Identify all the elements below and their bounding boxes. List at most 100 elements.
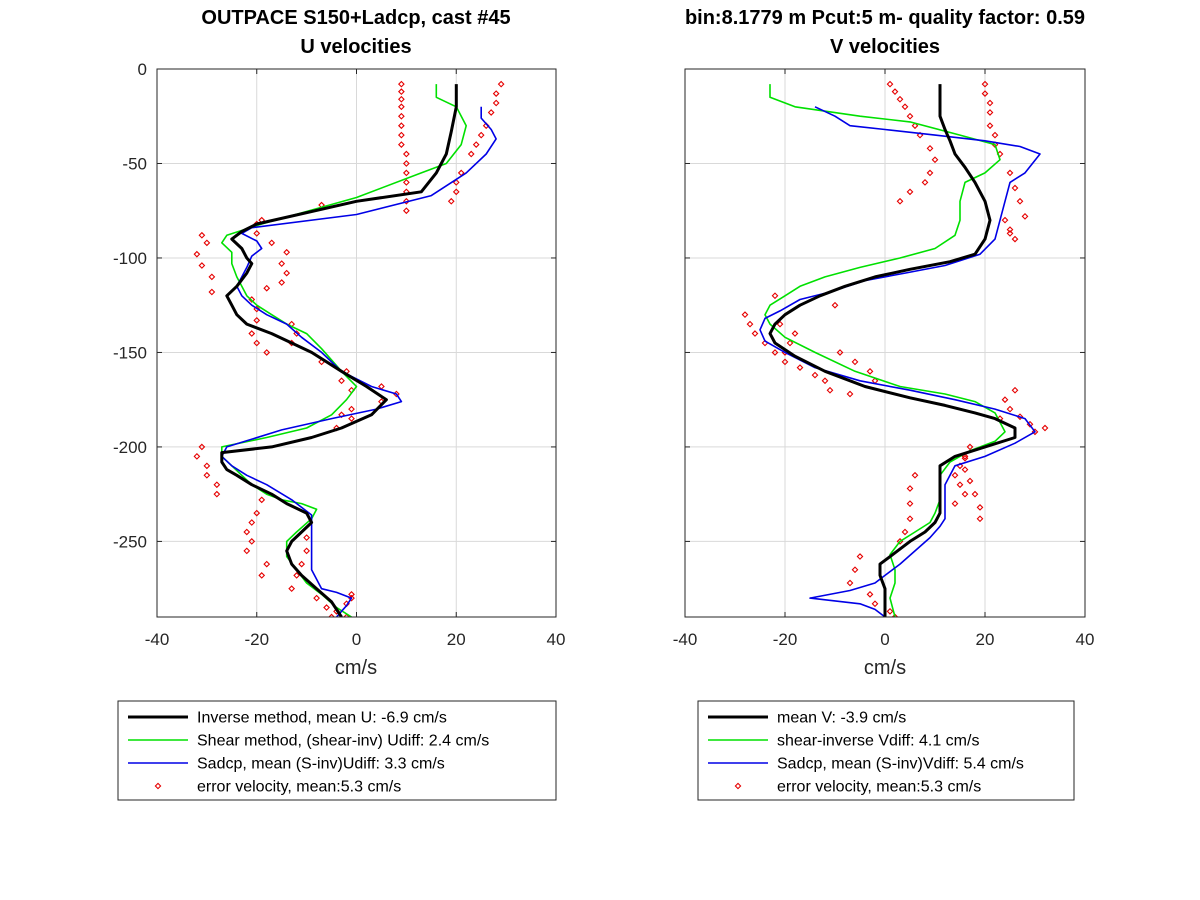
error-velocity-marker [467,150,475,158]
error-velocity-marker [901,528,909,536]
error-velocity-marker [402,169,410,177]
error-velocity-marker [402,197,410,205]
y-tick-label: 0 [138,60,147,79]
error-velocity-marker [921,179,929,186]
error-velocity-marker [796,364,804,371]
error-velocity-marker [248,538,256,545]
x-tick-label: 40 [1076,630,1095,649]
error-velocity-marker [976,515,984,523]
error-velocity-marker [208,273,216,281]
error-velocity-marker [971,490,979,498]
error-velocity-marker [213,481,221,489]
error-velocity-marker [866,590,874,598]
error-velocity-marker [886,607,894,615]
legend-marker-sample [734,782,742,790]
y-tick-label: -50 [122,154,147,173]
error-velocity-marker [398,95,405,103]
error-velocity-marker [821,377,829,385]
error-velocity-marker [911,122,919,130]
error-velocity-marker [891,613,899,617]
error-velocity-marker [931,156,939,164]
error-velocity-marker [836,349,844,356]
error-velocity-marker [906,112,914,120]
plot-area-border [156,68,557,618]
x-tick-label: -20 [773,630,798,649]
error-velocity-marker [263,284,271,292]
error-velocity-marker [402,207,410,215]
error-velocity-marker [348,405,355,413]
error-velocity-marker [338,377,345,385]
error-velocity-marker [771,349,779,356]
error-velocity-marker [976,504,984,511]
error-velocity-marker [826,386,834,394]
error-velocity-marker [398,88,405,96]
x-tick-label: -40 [673,630,698,649]
error-velocity-marker [487,109,495,116]
error-velocity-marker [751,330,759,337]
legend-entry-sadcp: Sadcp, mean (S-inv)Vdiff: 5.4 cm/s [777,756,1024,773]
x-tick-label: 20 [447,630,466,649]
error-velocity-marker [402,150,410,158]
error-velocity-marker [966,477,974,485]
error-velocity-marker [278,279,286,286]
u-velocity-panel: OUTPACE S150+Ladcp, cast #45 U velocitie… [113,7,565,801]
error-velocity-marker [243,547,251,555]
error-velocity-marker [263,560,271,568]
error-velocity-marker [303,547,311,555]
error-velocity-marker [338,411,345,419]
error-velocity-marker [1011,184,1019,192]
error-velocity-marker [961,466,969,473]
error-velocity-marker [886,80,894,88]
error-velocity-marker [203,471,211,479]
u-velocity-plot: -40 -20 0 20 400-50-100-150-200-250 [113,60,565,649]
error-velocity-marker [293,330,301,337]
error-velocity-marker [343,613,350,617]
error-velocity-marker [1041,424,1049,432]
x-tick-label: -40 [145,630,170,649]
error-velocity-marker [851,358,859,366]
error-velocity-marker [477,131,485,139]
x-tick-label: 20 [976,630,995,649]
error-velocity-marker [452,179,460,186]
error-velocity-marker [901,103,909,111]
error-velocity-marker [268,239,276,247]
error-velocity-marker [986,109,994,116]
error-velocity-marker [771,292,779,300]
error-velocity-marker [961,453,969,460]
error-velocity-marker [1011,386,1019,394]
error-velocity-marker [956,481,964,489]
error-velocity-marker [253,230,261,237]
error-velocity-marker [203,462,211,470]
right-x-axis-label: cm/s [864,657,906,679]
error-velocity-marker [213,490,221,498]
left-x-axis-label: cm/s [335,657,377,679]
error-velocity-marker [323,604,330,611]
error-velocity-marker [402,160,410,167]
error-velocity-marker [298,560,306,568]
v-velocity-plot: -40 -20 0 20 40 [673,68,1095,649]
error-velocity-marker [203,239,211,247]
error-velocity-marker [856,553,864,560]
error-velocity-marker [303,534,311,542]
error-velocity-marker [781,358,789,366]
error-velocity-marker [283,248,291,256]
error-velocity-marker [1006,230,1014,237]
error-velocity-marker [1011,235,1019,243]
error-velocity-marker [906,188,914,196]
y-tick-label: -100 [113,249,147,268]
error-velocity-marker [258,496,266,504]
error-velocity-marker [328,613,335,617]
error-velocity-marker [313,594,320,602]
error-velocity-marker [1001,216,1009,224]
series-group [741,80,1049,617]
error-velocity-marker [492,99,500,107]
error-velocity-marker [198,262,206,269]
error-velocity-marker [906,515,914,523]
error-velocity-marker [831,301,839,309]
error-velocity-marker [1006,405,1014,413]
error-velocity-marker [1001,396,1009,404]
legend-entry-error: error velocity, mean:5.3 cm/s [777,779,981,796]
plot-area-border [684,68,1086,618]
error-velocity-marker [348,590,355,598]
error-velocity-marker [402,179,410,186]
